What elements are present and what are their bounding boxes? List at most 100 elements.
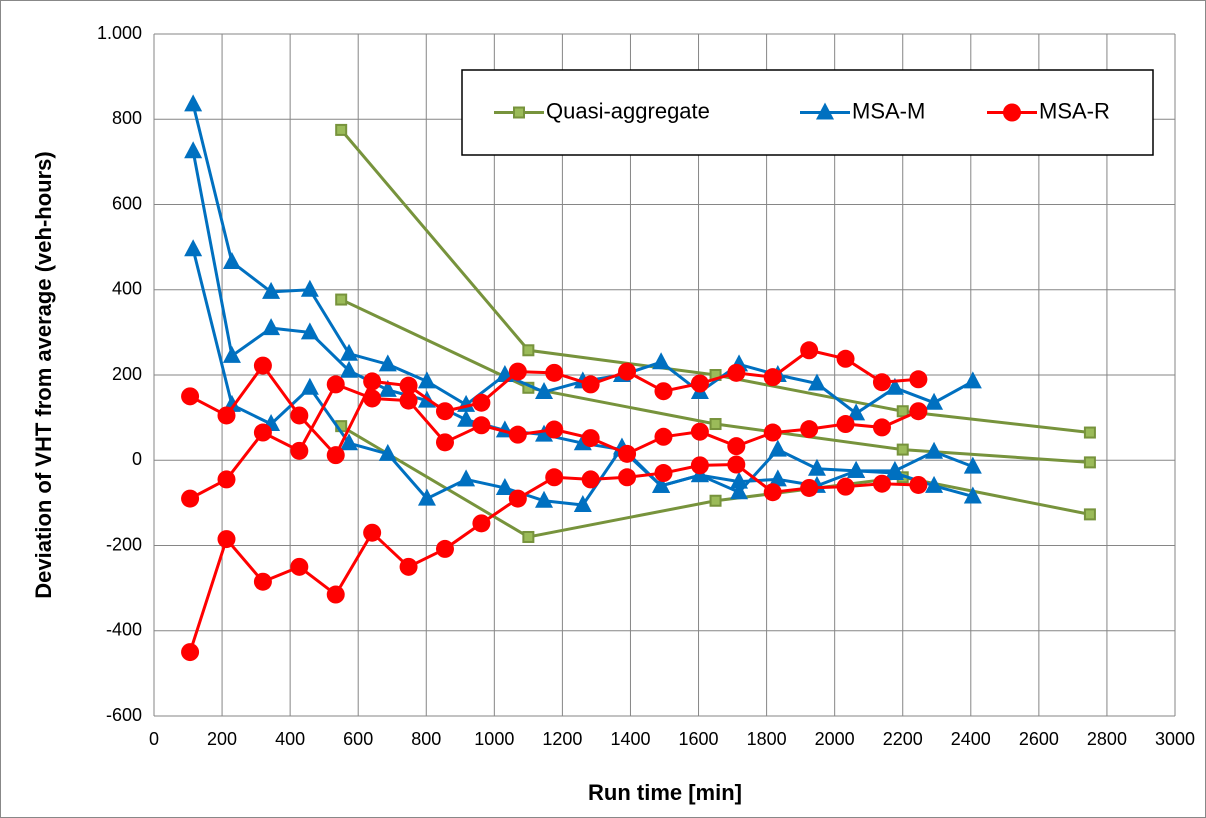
marker: [472, 393, 491, 412]
marker: [217, 470, 236, 489]
marker: [618, 362, 637, 381]
marker: [335, 293, 348, 306]
marker: [399, 391, 418, 410]
marker: [872, 418, 891, 437]
marker: [217, 406, 236, 425]
marker: [727, 363, 746, 382]
marker: [654, 427, 673, 446]
y-tick-label: 400: [112, 279, 142, 299]
marker: [300, 279, 319, 297]
marker: [727, 455, 746, 474]
marker: [290, 406, 309, 425]
marker: [522, 530, 535, 543]
marker: [435, 539, 454, 558]
x-tick-label: 1800: [747, 729, 787, 749]
x-axis-label: Run time [min]: [588, 780, 742, 805]
x-tick-label: 400: [275, 729, 305, 749]
marker: [340, 343, 359, 361]
legend-marker: [1003, 103, 1021, 122]
marker: [768, 439, 787, 457]
marker: [181, 643, 200, 662]
marker: [763, 423, 782, 442]
marker: [326, 375, 345, 394]
marker: [535, 382, 554, 400]
marker: [253, 423, 272, 442]
x-tick-label: 2400: [951, 729, 991, 749]
marker: [222, 252, 241, 270]
marker: [652, 475, 671, 493]
marker: [925, 475, 944, 493]
marker: [885, 377, 904, 395]
marker: [545, 468, 564, 487]
x-tick-label: 0: [149, 729, 159, 749]
marker: [909, 402, 928, 421]
marker: [618, 468, 637, 487]
marker: [472, 514, 491, 533]
marker: [181, 387, 200, 406]
marker: [836, 349, 855, 368]
marker: [340, 433, 359, 451]
marker: [184, 94, 203, 112]
x-tick-label: 200: [207, 729, 237, 749]
marker: [896, 443, 909, 456]
marker: [763, 368, 782, 387]
marker: [253, 572, 272, 591]
legend-label: Quasi-aggregate: [546, 98, 710, 123]
y-tick-label: -200: [106, 534, 142, 554]
marker: [963, 456, 982, 474]
marker: [417, 488, 436, 506]
marker: [690, 374, 709, 393]
marker: [181, 489, 200, 508]
marker: [581, 375, 600, 394]
marker: [836, 477, 855, 496]
marker: [417, 371, 436, 389]
marker: [290, 441, 309, 460]
y-axis-label: Deviation of VHT from average (veh-hours…: [31, 151, 56, 598]
marker: [262, 318, 281, 336]
legend-marker: [513, 106, 525, 119]
marker: [727, 437, 746, 456]
marker: [807, 373, 826, 391]
marker: [340, 360, 359, 378]
marker: [654, 464, 673, 483]
marker: [326, 446, 345, 465]
marker: [399, 376, 418, 395]
marker: [1083, 456, 1096, 469]
y-tick-label: -400: [106, 620, 142, 640]
marker: [836, 415, 855, 434]
marker: [847, 403, 866, 421]
x-tick-label: 600: [343, 729, 373, 749]
marker: [545, 363, 564, 382]
marker: [1083, 426, 1096, 439]
x-tick-label: 1400: [610, 729, 650, 749]
marker: [378, 354, 397, 372]
marker: [730, 482, 749, 500]
marker: [709, 418, 722, 431]
x-tick-label: 800: [411, 729, 441, 749]
marker: [768, 469, 787, 487]
y-tick-label: 0: [132, 449, 142, 469]
marker: [217, 530, 236, 549]
marker: [963, 486, 982, 504]
marker: [508, 425, 527, 444]
marker: [1083, 508, 1096, 521]
marker: [495, 477, 514, 495]
x-tick-label: 2000: [815, 729, 855, 749]
legend-label: MSA-R: [1039, 98, 1110, 123]
marker: [690, 422, 709, 441]
marker: [290, 557, 309, 576]
x-tick-label: 2800: [1087, 729, 1127, 749]
marker: [573, 495, 592, 513]
x-tick-label: 1200: [542, 729, 582, 749]
marker: [909, 370, 928, 389]
marker: [335, 123, 348, 136]
marker: [847, 460, 866, 478]
marker: [535, 424, 554, 442]
marker: [763, 483, 782, 502]
marker: [963, 371, 982, 389]
marker: [262, 281, 281, 299]
marker: [800, 341, 819, 360]
marker: [925, 392, 944, 410]
marker: [872, 474, 891, 493]
